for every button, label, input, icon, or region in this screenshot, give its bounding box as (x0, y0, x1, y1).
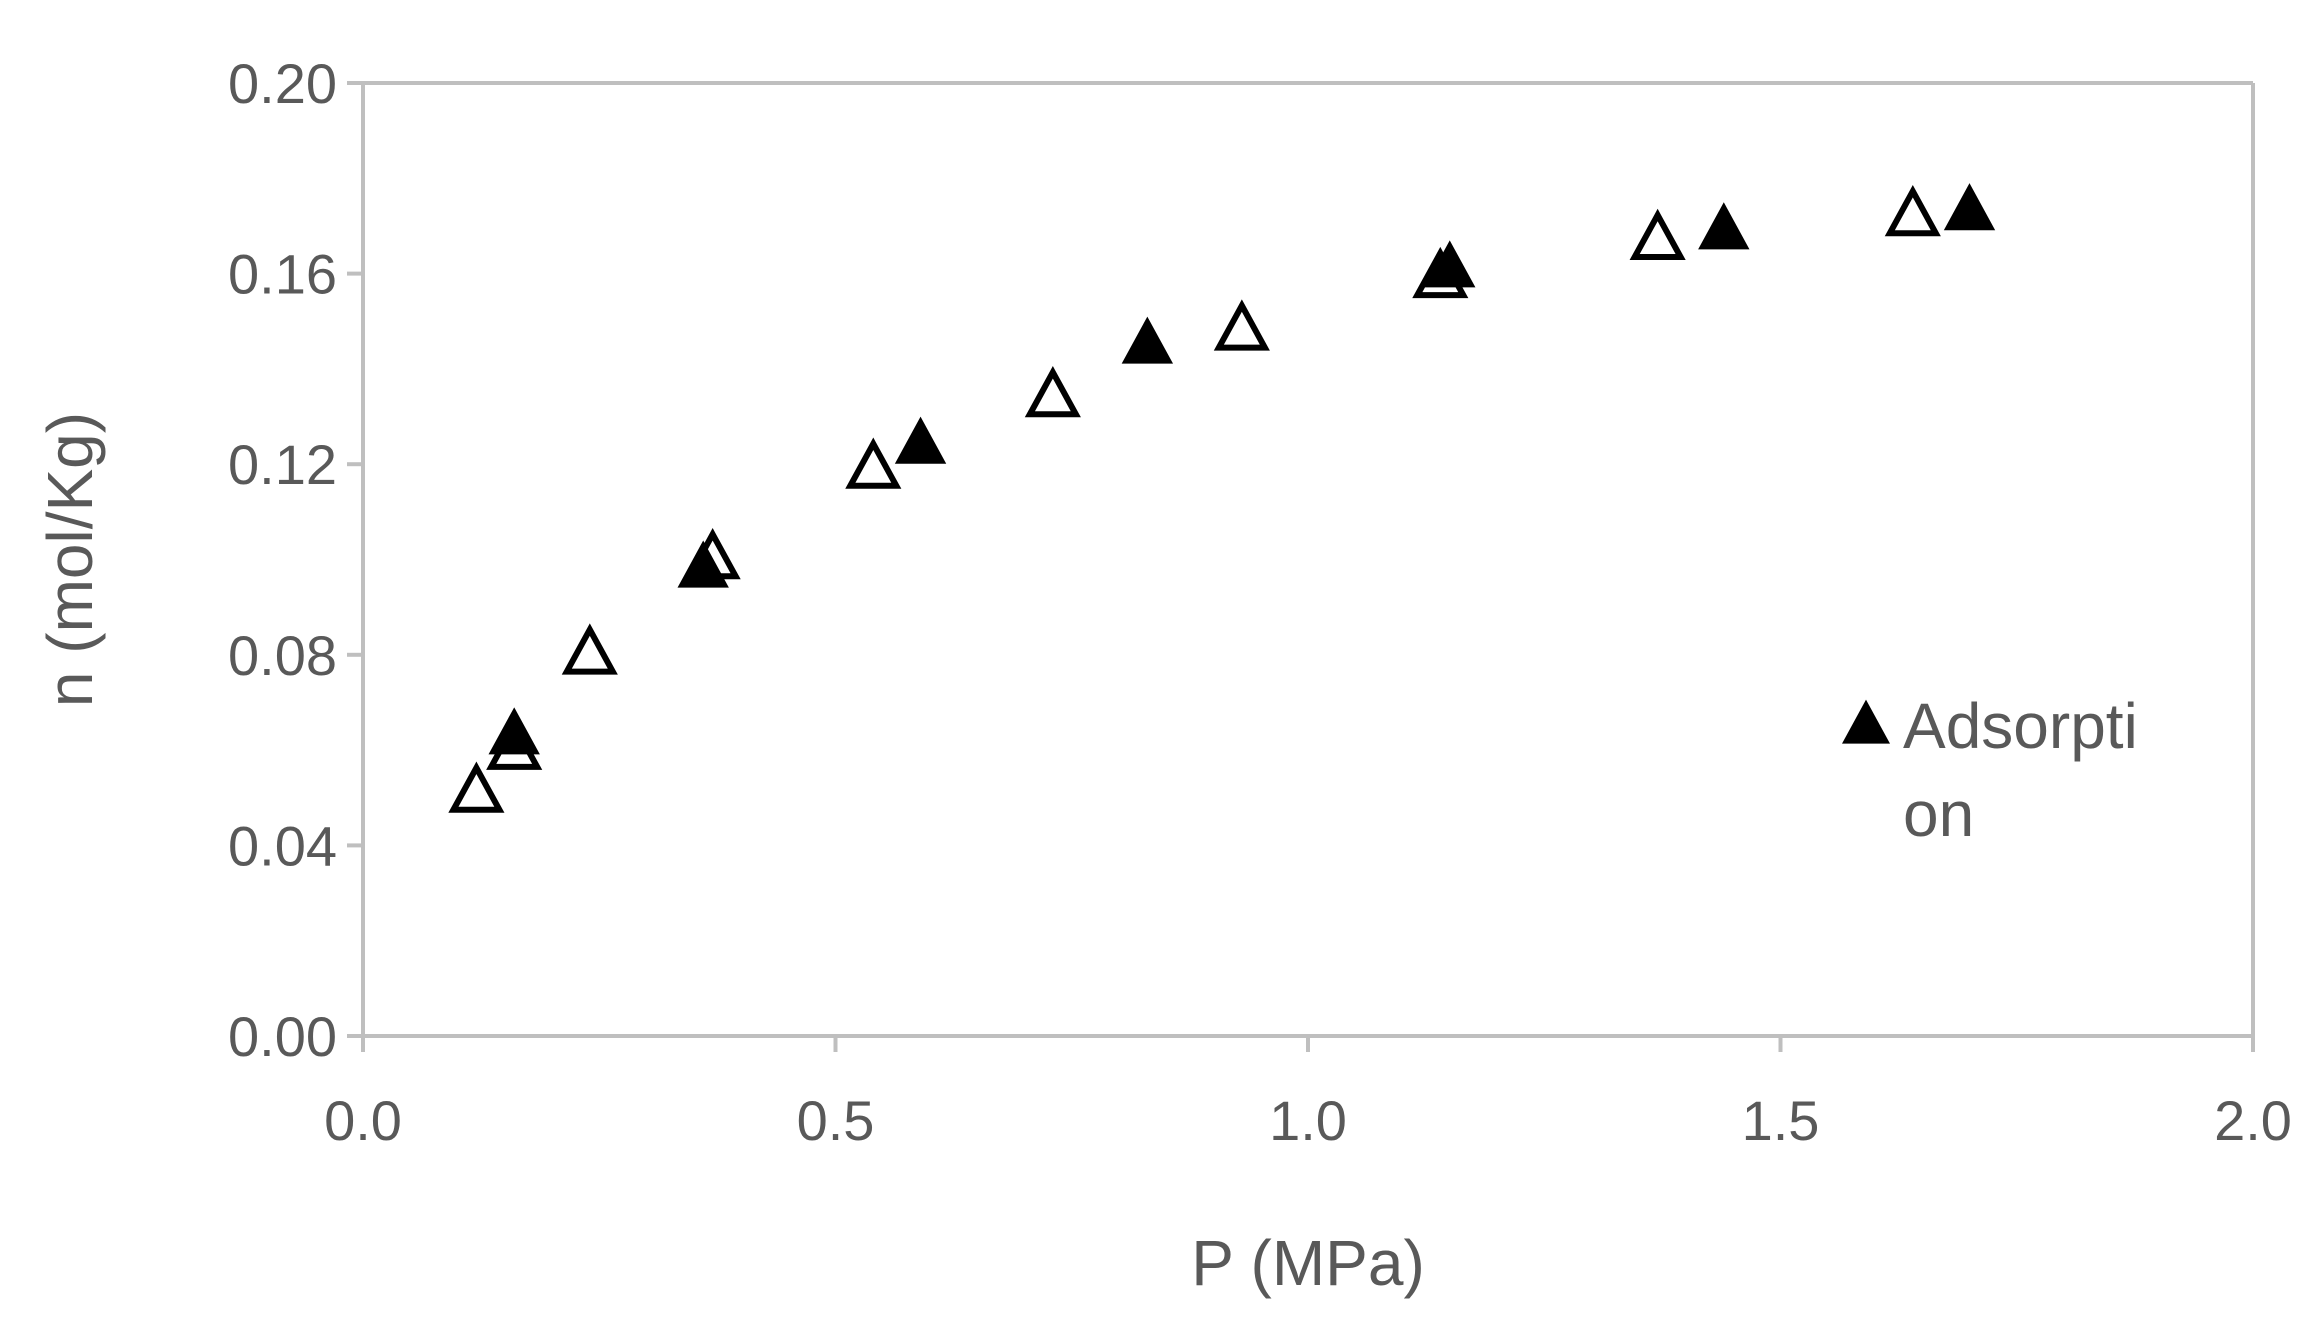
filled-triangle-point (1424, 240, 1476, 288)
legend-label-line-2: on (1903, 778, 1974, 850)
open-triangle-point (1884, 184, 1941, 237)
open-triangle-point (1213, 299, 1270, 351)
x-tick-label: 1.0 (1269, 1089, 1347, 1152)
y-tick-label: 0.20 (228, 52, 337, 115)
open-triangle-point (1024, 366, 1081, 418)
filled-triangle-point (1121, 316, 1174, 364)
x-tick-label: 2.0 (2214, 1089, 2292, 1152)
data-markers (448, 183, 1996, 813)
filled-triangle-point (894, 416, 947, 464)
y-tick-label: 0.00 (228, 1005, 337, 1068)
open-triangle-point (448, 761, 505, 813)
x-axis-title: P (MPa) (1191, 1227, 1425, 1299)
filled-triangle-point (1943, 183, 1996, 231)
y-tick-label: 0.16 (228, 243, 337, 306)
y-tick-label: 0.08 (228, 624, 337, 687)
y-tick-label: 0.04 (228, 814, 337, 877)
x-tick-label: 1.5 (1742, 1089, 1820, 1152)
filled-triangle-point (677, 540, 729, 588)
filled-triangle-point (1698, 202, 1750, 250)
y-tick-label: 0.12 (228, 433, 337, 496)
y-axis-title: n (mol/Kg) (34, 412, 106, 707)
x-tick-label: 0.0 (324, 1089, 402, 1152)
x-axis-ticks: 0.0 0.5 1.0 1.5 2.0 (324, 1036, 2292, 1152)
filled-triangle-point (488, 707, 540, 755)
legend-label-line-1: Adsorpti (1903, 690, 2138, 762)
x-tick-label: 0.5 (797, 1089, 875, 1152)
open-triangle-point (1629, 208, 1686, 261)
legend: Adsorpti on (1842, 690, 2138, 850)
y-axis-ticks: 0.00 0.04 0.08 0.12 0.16 0.20 (228, 52, 363, 1068)
legend-marker-filled-triangle (1842, 699, 1890, 744)
open-triangle-point (561, 623, 618, 675)
open-triangle-point (845, 437, 902, 489)
